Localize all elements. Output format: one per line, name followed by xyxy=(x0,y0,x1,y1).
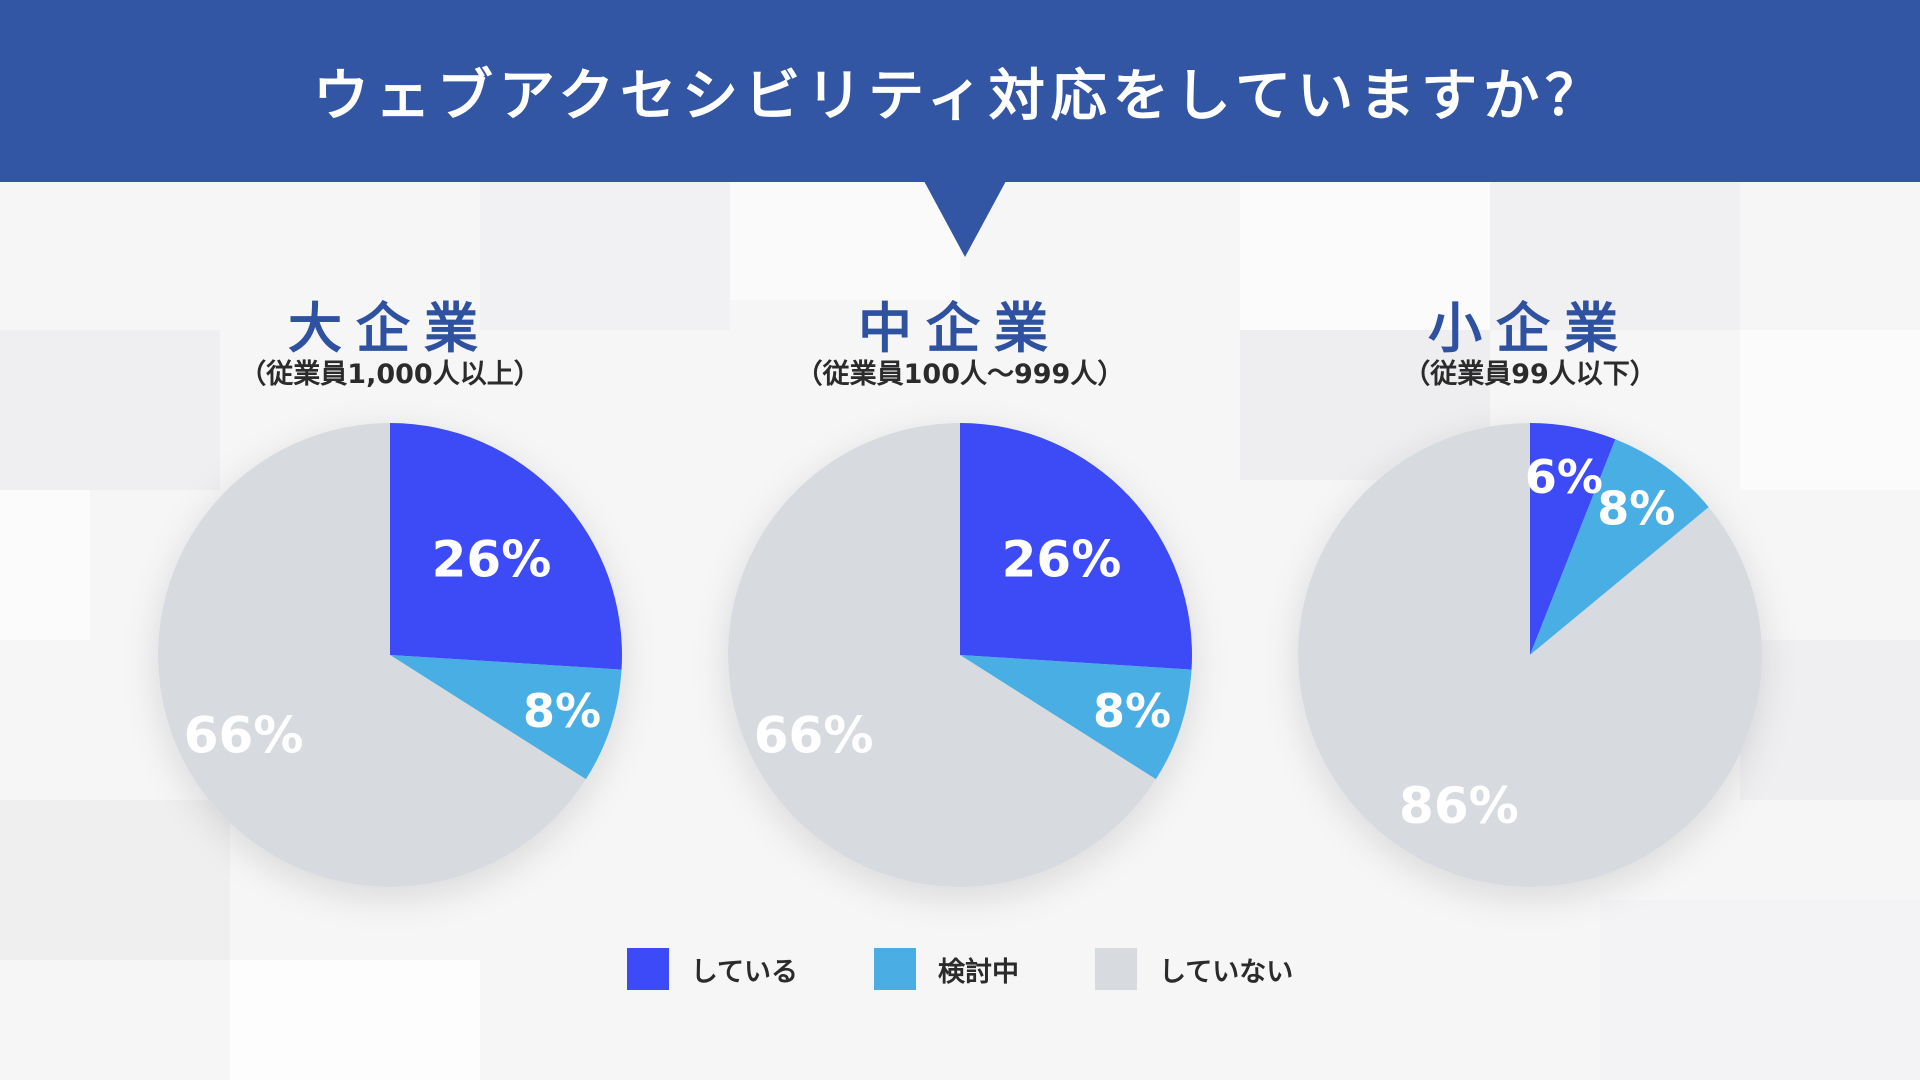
pie-label-small-considering: 8% xyxy=(1597,482,1675,536)
legend: している 検討中 していない xyxy=(0,948,1920,990)
header-pointer xyxy=(924,181,1006,257)
pie-slice-medium-considering xyxy=(960,655,1192,780)
legend-item-doing: している xyxy=(626,948,798,990)
pie-slice-small-considering xyxy=(1530,439,1709,655)
legend-swatch-considering xyxy=(874,948,916,990)
pie-slice-large-considering xyxy=(390,655,622,780)
pie-chart-small xyxy=(1298,423,1762,887)
legend-swatch-doing xyxy=(626,948,669,990)
group-subtitle-large: （従業員1,000人以上） xyxy=(239,359,541,390)
legend-swatch-not-doing xyxy=(1095,948,1137,990)
pie-slice-medium-doing xyxy=(960,423,1192,670)
pie-chart-medium xyxy=(727,423,1192,888)
pie-slice-large-not-doing xyxy=(158,423,586,888)
pie-label-medium-considering: 8% xyxy=(1093,684,1171,738)
group-subtitle-medium: （従業員100人～999人） xyxy=(795,359,1125,390)
pie-label-large-not-doing: 66% xyxy=(184,706,304,764)
pie-slice-small-not-doing xyxy=(1298,423,1762,887)
pie-chart-large xyxy=(158,423,622,888)
legend-item-considering: 検討中 xyxy=(874,948,1019,990)
pie-label-small-not-doing: 86% xyxy=(1399,777,1519,835)
legend-label-doing: している xyxy=(690,956,798,988)
legend-label-considering: 検討中 xyxy=(938,956,1019,988)
pie-label-large-considering: 8% xyxy=(523,684,601,738)
group-subtitle-small: （従業員99人以下） xyxy=(1403,359,1657,390)
header-banner xyxy=(0,0,1920,182)
pie-slice-large-doing xyxy=(390,423,622,670)
group-title-large: 大企業 xyxy=(288,297,492,360)
group-title-small: 小企業 xyxy=(1428,297,1632,360)
legend-item-not-doing: していない xyxy=(1095,948,1293,990)
group-title-medium: 中企業 xyxy=(858,297,1062,360)
pie-slice-small-doing xyxy=(1530,423,1616,655)
legend-label-not-doing: していない xyxy=(1159,956,1294,988)
pie-label-medium-doing: 26% xyxy=(1002,531,1122,589)
pie-label-medium-not-doing: 66% xyxy=(754,706,874,764)
pie-label-large-doing: 26% xyxy=(432,531,552,589)
chart-main-title: ウェブアクセシビリティ対応をしていますか？ xyxy=(312,63,1608,129)
pie-label-small-doing: 6% xyxy=(1525,450,1603,504)
pie-slice-medium-not-doing xyxy=(727,423,1156,888)
